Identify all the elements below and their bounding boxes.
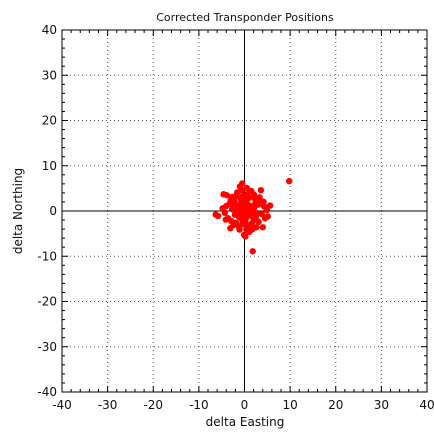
y-tick-label: -10	[37, 249, 57, 263]
scatter-point	[264, 213, 271, 220]
scatter-point	[239, 192, 247, 199]
y-tick-label: -30	[37, 340, 57, 354]
scatter-point	[248, 220, 255, 227]
scatter-point	[232, 192, 240, 200]
y-tick-label: 10	[42, 159, 57, 173]
scatter-point	[266, 202, 274, 209]
scatter-point	[222, 216, 229, 223]
x-tick-label: -40	[52, 398, 72, 412]
scatter-point	[228, 217, 235, 225]
scatter-point	[260, 198, 267, 206]
y-tick-label: 40	[42, 23, 57, 37]
scatter-point	[235, 223, 243, 231]
scatter-point	[242, 233, 249, 240]
x-tick-label: -10	[189, 398, 209, 412]
y-tick-label: -40	[37, 385, 57, 399]
scatter-point	[243, 226, 250, 233]
x-tick-label: 40	[419, 398, 434, 412]
tick-marks	[61, 29, 428, 393]
scatter-point	[212, 211, 219, 218]
x-tick-label: 10	[282, 398, 297, 412]
scatter-point	[286, 177, 293, 185]
x-axis-label: delta Easting	[206, 415, 285, 429]
scatter-point	[251, 195, 259, 202]
chart-title: Corrected Transponder Positions	[156, 11, 334, 24]
scatter-point	[258, 210, 266, 218]
scatter-point	[244, 200, 251, 207]
scatter-point	[238, 215, 245, 223]
y-tick-labels: -40 -30 -20 -10 0 10 20 30 40	[37, 23, 57, 399]
x-tick-label: 0	[241, 398, 249, 412]
scatter-point	[259, 224, 266, 231]
y-axis-label: delta Northing	[11, 168, 25, 254]
y-tick-label: 20	[42, 114, 57, 128]
scatter-point	[255, 218, 262, 226]
scatter-point	[257, 186, 265, 194]
scatter-points	[212, 177, 293, 255]
y-tick-label: 30	[42, 68, 57, 82]
scatter-point	[236, 183, 244, 190]
x-tick-label: -30	[98, 398, 118, 412]
scatter-point	[227, 196, 235, 204]
scatter-point	[249, 248, 256, 255]
scatter-point	[223, 191, 230, 199]
scatter-point	[230, 203, 238, 210]
scatter-point	[252, 213, 260, 221]
scatter-point	[219, 205, 226, 212]
y-tick-label: 0	[49, 204, 57, 218]
scatter-point	[249, 225, 256, 233]
x-tick-label: -20	[143, 398, 163, 412]
scatter-point	[248, 209, 255, 217]
x-tick-label: 30	[374, 398, 389, 412]
x-tick-label: 20	[328, 398, 343, 412]
scatter-point	[254, 201, 262, 208]
scatter-point	[234, 209, 241, 216]
scatter-point	[243, 184, 250, 192]
scatter-point	[237, 199, 245, 207]
scatter-point	[263, 206, 271, 214]
x-tick-labels: -40 -30 -20 -10 0 10 20 30 40	[52, 398, 434, 412]
y-tick-label: -20	[37, 295, 57, 309]
